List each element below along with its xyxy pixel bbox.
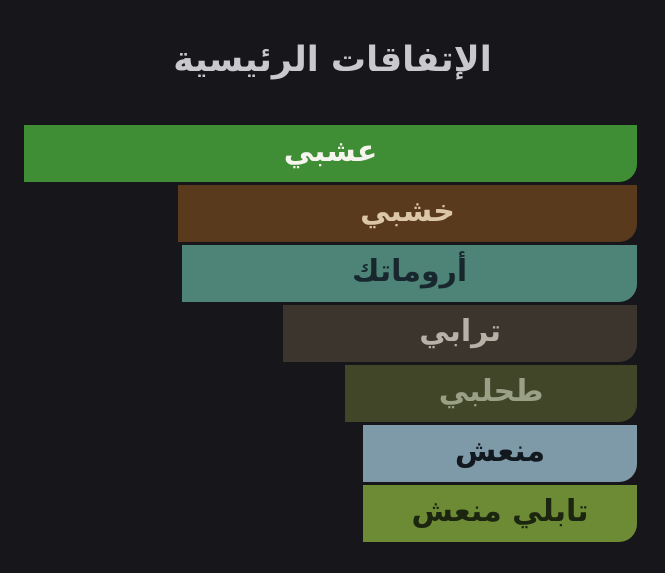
accord-bar-label: أروماتك: [351, 253, 468, 289]
accord-bar: عشبي: [24, 125, 637, 182]
accord-bars-container: عشبي خشبي أروماتك ترابي طحلبي منعش تابلي…: [24, 125, 637, 545]
accord-bar-label: عشبي: [283, 133, 378, 169]
accord-bar: تابلي منعش: [363, 485, 637, 542]
accord-bar: ترابي: [283, 305, 637, 362]
accord-bar-label: ترابي: [419, 313, 502, 349]
accord-bar: خشبي: [177, 185, 637, 242]
accord-bar-label: خشبي: [360, 193, 455, 229]
chart-title: الإتفاقات الرئيسية: [173, 40, 492, 80]
accord-bar: أروماتك: [182, 245, 637, 302]
accord-bar-label: طحلبي: [438, 373, 544, 409]
accord-bar: طحلبي: [345, 365, 637, 422]
accord-bar-label: منعش: [454, 433, 546, 469]
accord-bar: منعش: [363, 425, 637, 482]
accord-bar-label: تابلي منعش: [411, 493, 589, 529]
